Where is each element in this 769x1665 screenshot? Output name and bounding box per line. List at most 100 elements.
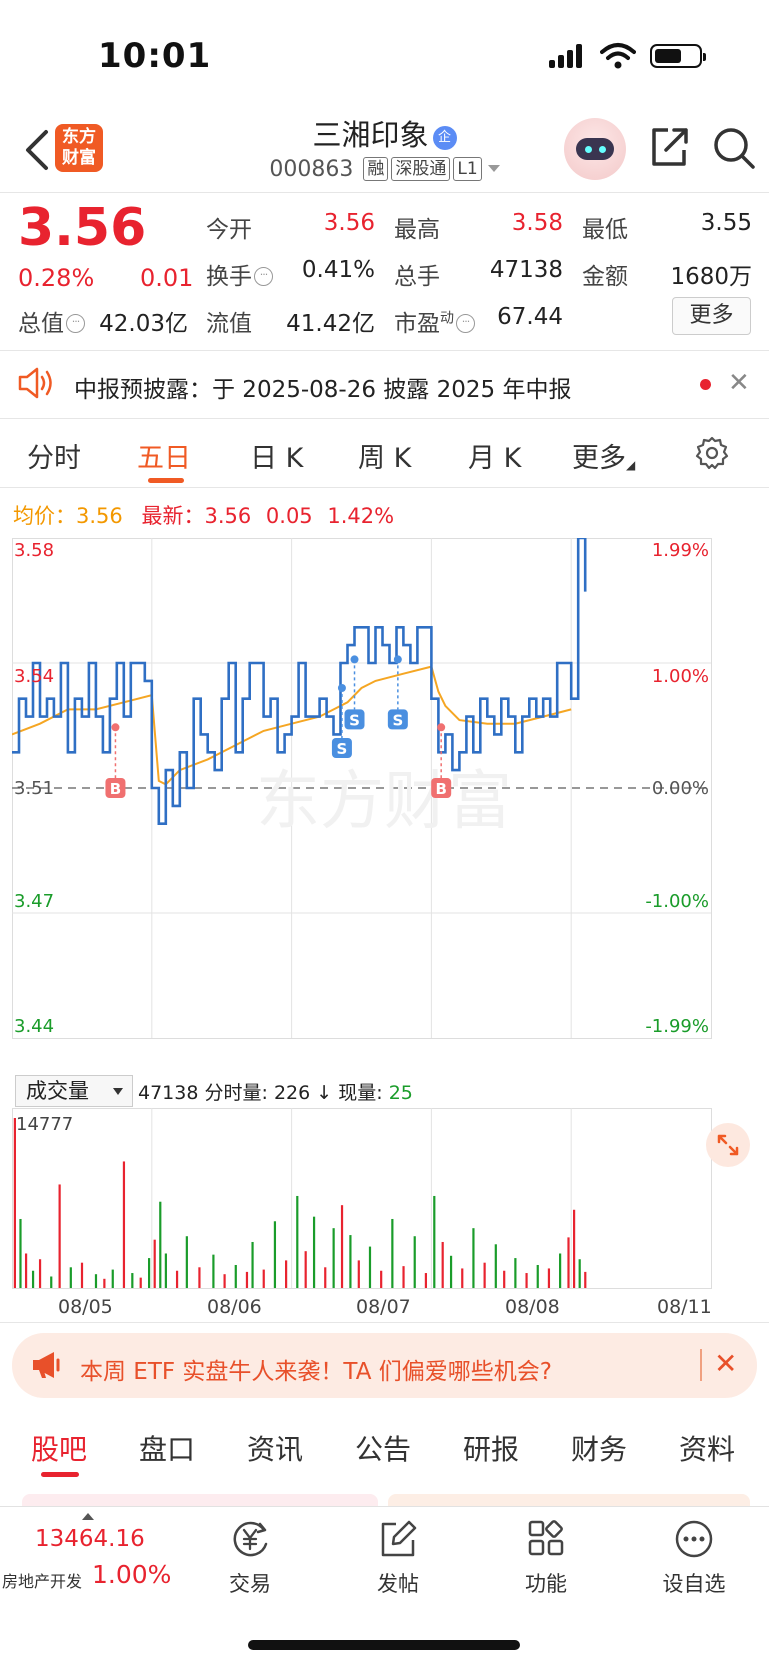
volume-bar — [391, 1218, 394, 1288]
app-logo: 东方 财富 — [55, 124, 103, 172]
tab-monthly-k[interactable]: 月 K — [468, 443, 522, 474]
y-tick-left: 3.44 — [14, 1016, 54, 1037]
tab-five-day[interactable]: 五日 — [137, 443, 191, 474]
tab-news[interactable]: 资讯 — [247, 1433, 304, 1466]
info-icon: ··· — [254, 267, 273, 286]
tab-order-book[interactable]: 盘口 — [139, 1433, 196, 1466]
volume-label: 总手 — [394, 264, 440, 290]
tab-more[interactable]: 更多◢ — [572, 443, 636, 474]
volume-bar — [122, 1161, 126, 1288]
low-value: 3.55 — [700, 210, 752, 236]
high-label: 最高 — [394, 217, 440, 243]
banner-divider — [700, 1349, 702, 1381]
pe-label[interactable]: 市盈动 ··· — [394, 304, 475, 338]
sector-change[interactable]: 1.00% — [92, 1560, 172, 1589]
info-icon: ··· — [66, 314, 85, 333]
volume-bar — [567, 1237, 570, 1288]
trade-marker-dot — [111, 723, 120, 732]
y-tick-right: 1.00% — [652, 666, 709, 687]
volume-bar — [413, 1236, 416, 1288]
date-label: 08/07 — [356, 1296, 411, 1318]
more-quote-button[interactable]: 更多 — [672, 297, 751, 335]
volume-chart[interactable]: 14777 — [12, 1108, 757, 1293]
chart-watermark: 东方财富 — [256, 765, 512, 839]
trade-marker-dot — [350, 655, 359, 664]
gear-icon[interactable] — [695, 436, 729, 470]
nav-trade[interactable]: 交易 — [205, 1518, 295, 1598]
indicator-selector[interactable]: 成交量 — [15, 1075, 133, 1107]
wifi-icon — [600, 43, 636, 69]
notice-text[interactable]: 中报预披露：于 2025-08-26 披露 2025 年中报 — [74, 377, 572, 403]
trade-marker-label: S — [337, 740, 348, 758]
change-percent: 0.28% — [18, 264, 95, 292]
close-icon[interactable]: ✕ — [714, 1347, 738, 1380]
turnover-label[interactable]: 换手 ··· — [206, 257, 273, 291]
volume-bar — [262, 1269, 265, 1288]
volume-bar — [80, 1262, 84, 1288]
nav-add-watchlist[interactable]: 设自选 — [649, 1518, 739, 1598]
volume-bar — [324, 1267, 327, 1288]
nav-functions[interactable]: 功能 — [501, 1518, 591, 1598]
y-tick-left: 3.58 — [14, 540, 54, 561]
search-icon[interactable] — [712, 126, 756, 170]
y-tick-right: 0.00% — [652, 778, 709, 799]
cellular-signal-icon — [549, 44, 589, 68]
volume-bar — [139, 1277, 142, 1288]
volume-bar — [380, 1270, 383, 1288]
y-tick-right: 1.99% — [652, 540, 709, 561]
volume-bar — [368, 1246, 372, 1288]
share-icon[interactable] — [648, 126, 690, 168]
market-cap-label[interactable]: 总值 ··· — [18, 304, 85, 338]
volume-bar — [578, 1259, 581, 1288]
volume-bar — [185, 1236, 188, 1288]
tab-profile[interactable]: 资料 — [679, 1433, 736, 1466]
volume-bar — [536, 1264, 539, 1288]
bottom-nav-bar — [0, 1506, 769, 1665]
enterprise-tag-icon: 企 — [432, 126, 457, 150]
open-label: 今开 — [206, 217, 252, 243]
banner-text[interactable]: 本周 ETF 实盘牛人来袭！TA 们偏爱哪些机会? — [80, 1359, 552, 1385]
volume-bar — [332, 1228, 335, 1288]
stock-code-row[interactable]: 000863 融深股通 L1 — [0, 157, 769, 182]
y-tick-left: 3.47 — [14, 891, 54, 912]
date-label: 08/11 — [657, 1296, 712, 1318]
market-cap-value: 42.03亿 — [99, 311, 188, 337]
volume-bar — [13, 1118, 16, 1288]
tab-research[interactable]: 研报 — [463, 1433, 520, 1466]
promo-banner[interactable] — [12, 1333, 757, 1398]
date-label: 08/05 — [58, 1296, 113, 1318]
more-dots-icon — [675, 1520, 713, 1558]
megaphone-icon — [33, 1352, 60, 1378]
content-preview-strip — [22, 1486, 750, 1506]
price-line — [12, 538, 587, 825]
nav-post[interactable]: 发帖 — [353, 1518, 443, 1598]
volume-bar — [153, 1239, 156, 1288]
tab-forum[interactable]: 股吧 — [31, 1433, 88, 1466]
volume-bar — [584, 1271, 587, 1288]
volume-bar — [31, 1270, 35, 1288]
volume-bar — [50, 1276, 53, 1288]
ai-assistant-icon[interactable] — [564, 118, 626, 180]
volume-bar — [424, 1273, 428, 1288]
sector-index-value[interactable]: 13464.16 — [35, 1526, 145, 1552]
volume-bar — [572, 1209, 576, 1288]
volume-bar — [245, 1271, 249, 1288]
tab-daily-k[interactable]: 日 K — [250, 443, 304, 474]
caret-up-icon — [82, 1513, 94, 1520]
open-value: 3.56 — [323, 210, 375, 236]
volume-bar — [19, 1218, 22, 1288]
expand-icon[interactable] — [706, 1123, 750, 1167]
sector-name[interactable]: 房地产开发 — [2, 1572, 83, 1591]
volume-bar — [94, 1274, 98, 1288]
amount-label: 金额 — [582, 264, 628, 290]
close-icon[interactable]: ✕ — [728, 368, 750, 398]
price-chart[interactable]: 东方财富 BSS SB 3.583.543.513.473.441.99%1.00… — [12, 538, 757, 1070]
tab-weekly-k[interactable]: 周 K — [358, 443, 412, 474]
grid-apps-icon — [528, 1520, 564, 1556]
tab-intraday[interactable]: 分时 — [27, 443, 81, 474]
tab-announcements[interactable]: 公告 — [355, 1433, 412, 1466]
back-arrow-icon[interactable] — [18, 128, 58, 172]
trade-marker-dot — [393, 655, 402, 664]
volume-bar — [58, 1184, 61, 1288]
tab-financials[interactable]: 财务 — [571, 1433, 628, 1466]
